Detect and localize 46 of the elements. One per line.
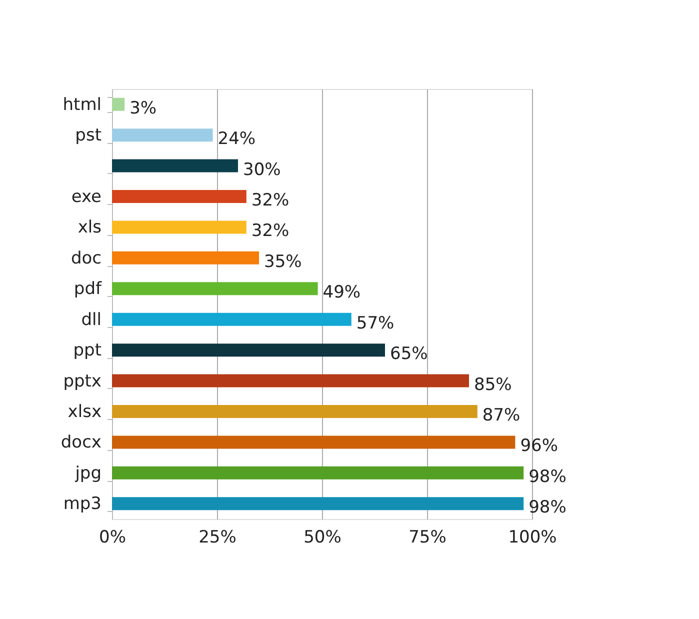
- y-tick-label: ppt: [73, 340, 102, 361]
- x-tick-label: 25%: [198, 528, 236, 548]
- data-label: 85%: [474, 374, 512, 395]
- y-tick-label: pdf: [74, 279, 103, 300]
- x-tick-label: 50%: [304, 528, 342, 548]
- data-label: 35%: [264, 252, 302, 272]
- data-label: 30%: [243, 160, 281, 180]
- bar: [112, 220, 246, 234]
- data-label: 87%: [482, 406, 520, 426]
- bar: [112, 436, 516, 449]
- bar: [112, 466, 524, 480]
- bar: [112, 190, 246, 203]
- data-label: 98%: [528, 466, 566, 487]
- data-label: 98%: [528, 498, 566, 518]
- bar: [112, 405, 478, 418]
- data-label: 96%: [520, 436, 558, 456]
- bar: [112, 312, 352, 326]
- y-tick-label: docx: [60, 432, 102, 453]
- y-tick-label: pptx: [63, 371, 102, 392]
- data-label: 24%: [218, 129, 256, 150]
- y-tick-label: xls: [78, 218, 102, 238]
- y-tick-label: dll: [81, 310, 102, 330]
- x-tick-label: 100%: [508, 528, 557, 548]
- data-label: 32%: [251, 221, 290, 242]
- y-tick-label: jpg: [74, 463, 102, 484]
- data-label: 32%: [251, 190, 290, 210]
- bar: [112, 344, 385, 357]
- bar: [112, 497, 524, 510]
- y-tick-label: xlsx: [68, 402, 102, 422]
- y-tick-label: html: [62, 94, 102, 115]
- x-tick-label: 75%: [408, 528, 446, 548]
- y-tick-label: mp3: [63, 494, 102, 514]
- data-label: 57%: [356, 313, 394, 334]
- data-label: 49%: [322, 282, 361, 303]
- bar: [112, 98, 125, 111]
- y-tick-label: exe: [71, 187, 102, 207]
- y-tick-label: pst: [75, 126, 102, 146]
- bar: [112, 159, 238, 172]
- y-tick-label: doc: [70, 248, 102, 268]
- bar: [112, 282, 318, 296]
- bar: [112, 251, 259, 264]
- bar: [112, 128, 213, 142]
- x-tick-label: 0%: [99, 528, 126, 548]
- bar: [112, 374, 469, 388]
- data-label: 65%: [390, 344, 428, 364]
- data-label: 3%: [130, 98, 157, 118]
